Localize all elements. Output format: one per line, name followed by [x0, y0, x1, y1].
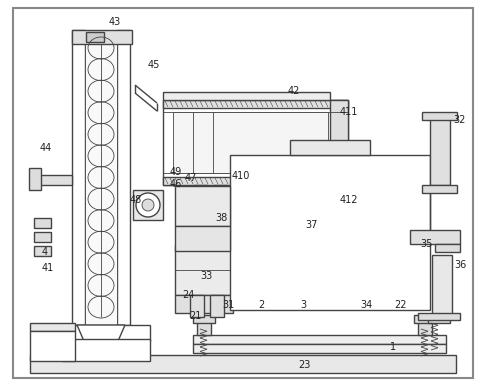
- Bar: [435, 244, 460, 252]
- Bar: [418, 313, 460, 320]
- Bar: [193, 344, 446, 353]
- Text: 45: 45: [148, 60, 160, 70]
- Bar: [173, 112, 328, 173]
- Text: 42: 42: [288, 86, 300, 96]
- Bar: [197, 319, 211, 335]
- Bar: [432, 255, 452, 315]
- Text: 35: 35: [420, 239, 433, 249]
- Bar: [175, 186, 230, 226]
- Bar: [422, 185, 457, 193]
- Text: 49: 49: [170, 167, 182, 177]
- Text: 22: 22: [394, 300, 406, 310]
- Text: 23: 23: [298, 360, 311, 370]
- Bar: [213, 185, 227, 240]
- Bar: [30, 331, 75, 361]
- Bar: [34, 232, 51, 242]
- Bar: [175, 295, 233, 313]
- Bar: [330, 100, 348, 185]
- Bar: [175, 226, 230, 251]
- Bar: [193, 335, 446, 344]
- Bar: [193, 315, 215, 323]
- Text: 410: 410: [232, 171, 250, 181]
- Text: 1: 1: [390, 342, 396, 352]
- Bar: [163, 92, 330, 100]
- Circle shape: [438, 286, 446, 294]
- Bar: [414, 315, 436, 323]
- Bar: [34, 218, 51, 228]
- Bar: [30, 355, 456, 373]
- Text: 34: 34: [360, 300, 372, 310]
- Text: 3: 3: [300, 300, 306, 310]
- Text: 48: 48: [130, 195, 142, 205]
- Bar: [85, 35, 117, 325]
- Text: 44: 44: [40, 143, 52, 153]
- Text: 46: 46: [170, 179, 182, 189]
- Bar: [72, 30, 85, 325]
- Bar: [72, 30, 132, 44]
- Bar: [428, 315, 450, 323]
- Text: 412: 412: [340, 195, 359, 205]
- Circle shape: [142, 199, 154, 211]
- Bar: [163, 100, 348, 108]
- Text: 36: 36: [454, 260, 466, 270]
- Bar: [175, 245, 233, 295]
- Ellipse shape: [33, 195, 47, 205]
- Circle shape: [438, 266, 446, 274]
- Text: 41: 41: [42, 263, 54, 273]
- Bar: [422, 112, 457, 120]
- Polygon shape: [77, 325, 125, 355]
- Text: 32: 32: [453, 115, 466, 125]
- Bar: [62, 339, 150, 361]
- Bar: [163, 177, 348, 185]
- Bar: [133, 190, 163, 220]
- Bar: [34, 246, 51, 256]
- Text: 4: 4: [42, 247, 48, 257]
- Text: 33: 33: [200, 271, 212, 281]
- Bar: [190, 295, 204, 317]
- Bar: [230, 155, 430, 310]
- Bar: [30, 323, 75, 331]
- Text: 24: 24: [182, 290, 194, 300]
- Text: 2: 2: [258, 300, 264, 310]
- Bar: [163, 100, 348, 185]
- Bar: [290, 140, 370, 155]
- Text: 31: 31: [222, 300, 234, 310]
- Text: 411: 411: [340, 107, 358, 117]
- Text: 37: 37: [305, 220, 317, 230]
- Bar: [62, 325, 150, 341]
- Text: 47: 47: [185, 173, 197, 183]
- Bar: [210, 295, 224, 317]
- Bar: [410, 230, 460, 244]
- Circle shape: [136, 193, 160, 217]
- Bar: [34, 175, 72, 185]
- Text: 21: 21: [189, 311, 201, 321]
- Bar: [117, 30, 130, 325]
- Text: 43: 43: [109, 17, 121, 27]
- Text: 38: 38: [215, 213, 227, 223]
- Bar: [193, 185, 207, 240]
- Bar: [430, 115, 450, 185]
- Bar: [29, 168, 41, 190]
- Bar: [418, 319, 432, 335]
- Bar: [86, 32, 104, 42]
